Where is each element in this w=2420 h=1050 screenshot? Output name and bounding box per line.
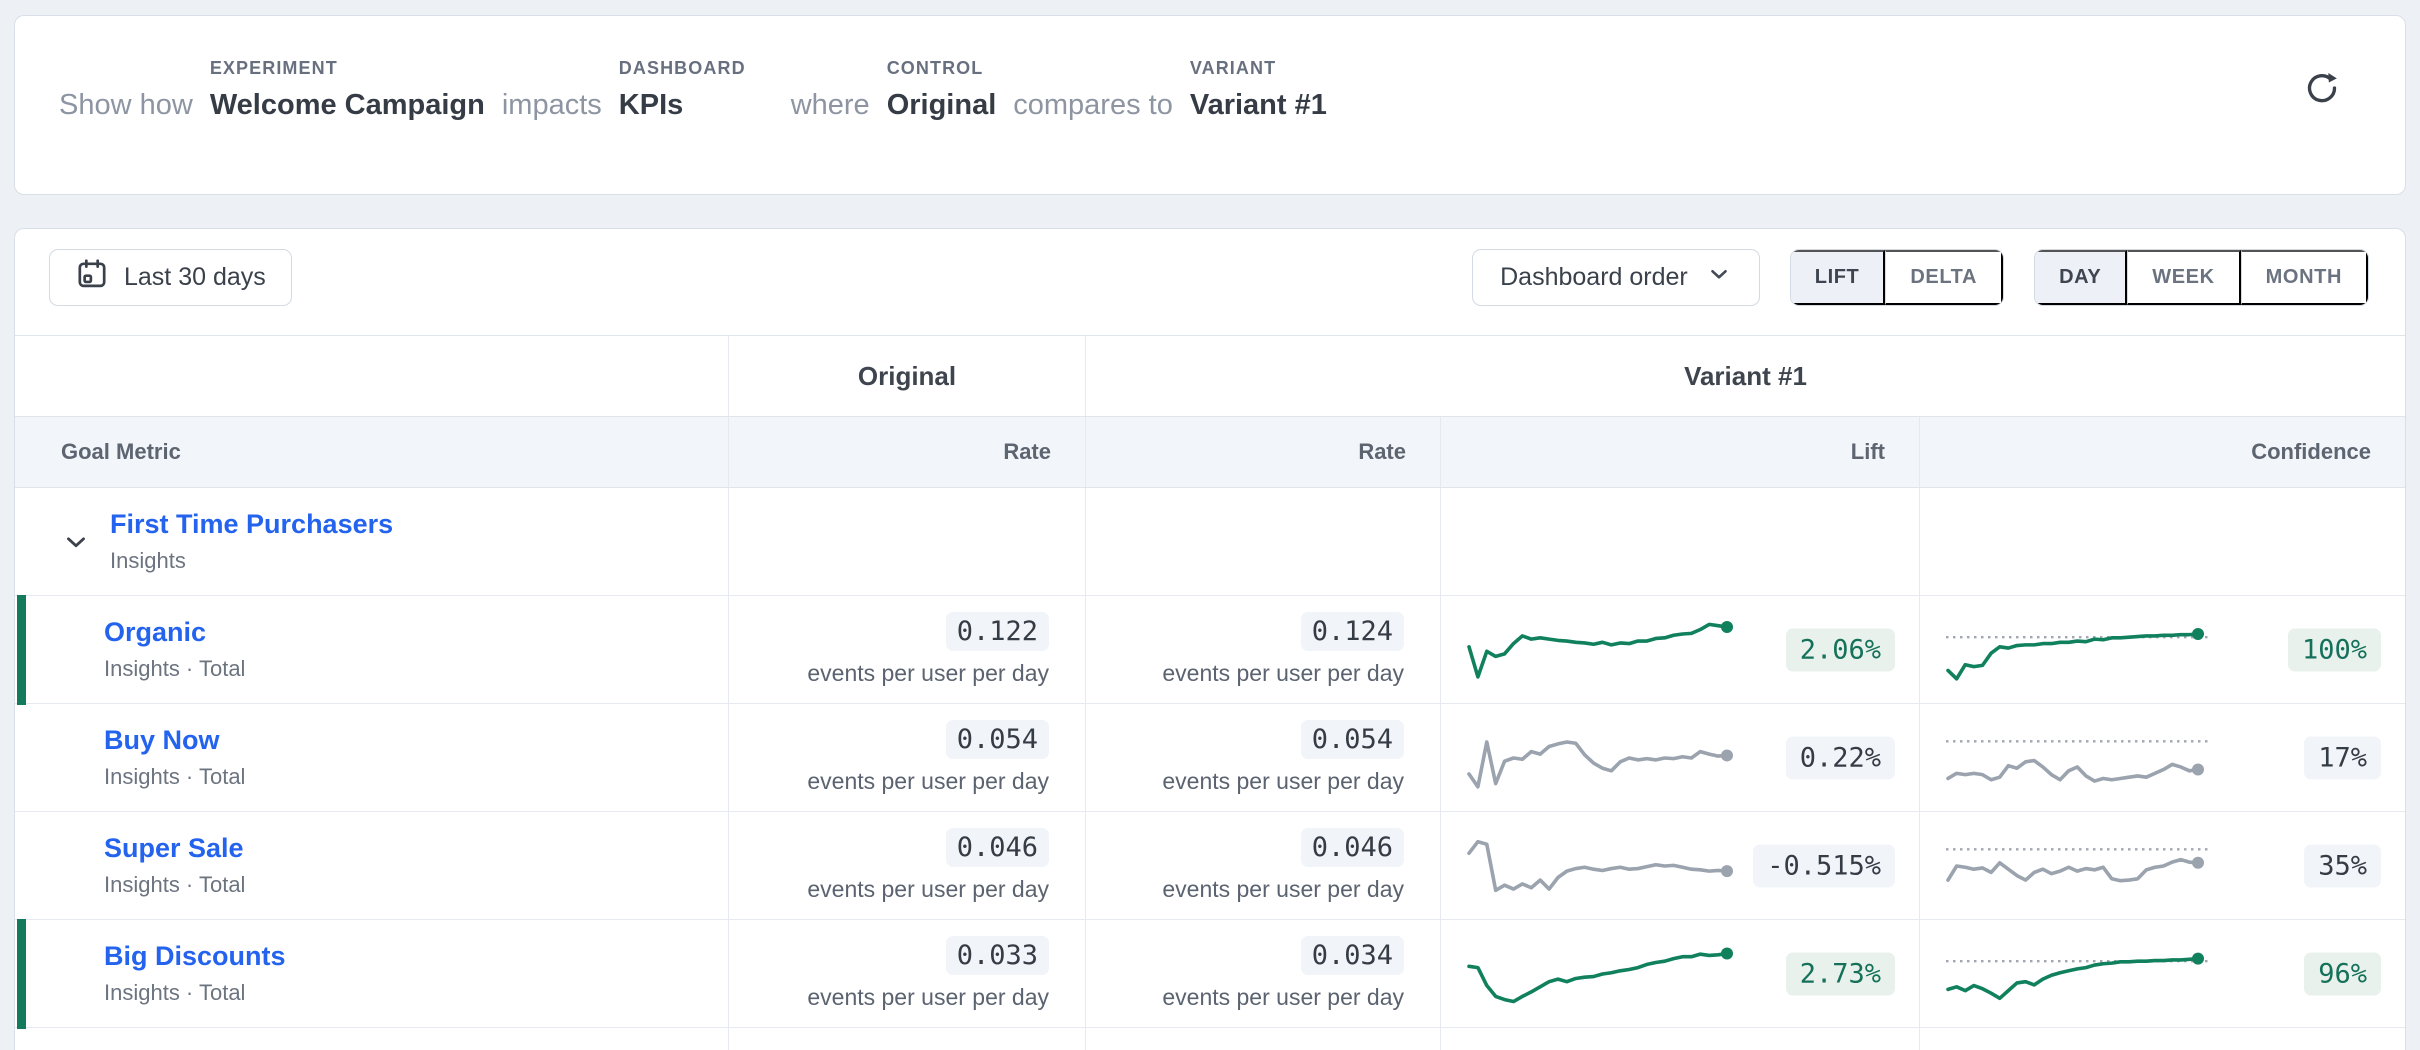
variant-label: VARIANT	[1189, 58, 1277, 78]
control-label: CONTROL	[886, 58, 984, 78]
toggle-week[interactable]: WEEK	[2127, 250, 2241, 305]
confidence-value: 17%	[2304, 736, 2381, 779]
confidence-value: 35%	[2304, 844, 2381, 887]
rate-unit: events per user per day	[1162, 768, 1404, 794]
table-row-big-discounts: Big Discounts Insights · Total 0.033 eve…	[15, 918, 2405, 1029]
experiment-label: EXPERIMENT	[209, 58, 338, 78]
metric-subtitle: Insights · Total	[104, 872, 246, 897]
table-row-partial	[15, 1028, 2405, 1050]
collapse-chevron-icon[interactable]	[61, 527, 91, 557]
rate-unit: events per user per day	[807, 984, 1049, 1010]
lift-value: -0.515%	[1753, 844, 1895, 887]
confidence-sparkline	[1946, 740, 2208, 783]
lift-value: 2.06%	[1785, 628, 1895, 671]
col-control-rate: Rate	[729, 417, 1086, 487]
col-confidence: Confidence	[2251, 439, 2371, 464]
control-selector[interactable]: CONTROL Original	[887, 58, 997, 122]
lift-value: 0.22%	[1785, 736, 1895, 779]
chevron-down-icon	[1706, 261, 1732, 294]
experiment-name[interactable]: Welcome Campaign	[209, 89, 485, 121]
confidence-value: 96%	[2304, 952, 2381, 995]
experiment-sentence: Show how EXPERIMENT Welcome Campaign imp…	[59, 58, 1327, 122]
control-rate-value: 0.033	[945, 936, 1049, 975]
dashboard-order-label: Dashboard order	[1500, 263, 1688, 291]
experiment-summary-card: Show how EXPERIMENT Welcome Campaign imp…	[14, 15, 2406, 195]
metric-link[interactable]: First Time Purchasers	[110, 509, 394, 539]
confidence-value: 100%	[2287, 628, 2381, 671]
dashboard-label: DASHBOARD	[618, 58, 746, 78]
variant-name[interactable]: Variant #1	[1189, 89, 1327, 121]
variant-header-row: Original Variant #1	[15, 335, 2405, 416]
variant-rate-value: 0.046	[1300, 828, 1404, 867]
refresh-button[interactable]	[2301, 68, 2343, 110]
control-rate-value: 0.122	[945, 612, 1049, 651]
toggle-month[interactable]: MONTH	[2240, 250, 2368, 305]
calendar-icon	[75, 257, 109, 298]
confidence-sparkline	[1946, 848, 2208, 883]
lift-sparkline	[1467, 620, 1733, 679]
experiment-selector[interactable]: EXPERIMENT Welcome Campaign	[210, 58, 485, 122]
toggle-day[interactable]: DAY	[2035, 250, 2128, 305]
rate-unit: events per user per day	[1162, 876, 1404, 902]
date-range-button[interactable]: Last 30 days	[49, 249, 292, 306]
metric-link[interactable]: Super Sale	[104, 833, 244, 863]
lift-delta-toggle: LIFT DELTA	[1789, 249, 2005, 306]
control-rate-value: 0.046	[945, 828, 1049, 867]
rate-unit: events per user per day	[1162, 984, 1404, 1010]
variant-group-header: Variant #1	[1684, 360, 1807, 391]
date-range-label: Last 30 days	[124, 263, 266, 291]
metric-link[interactable]: Big Discounts	[104, 941, 286, 971]
significance-accent-bar	[17, 918, 26, 1029]
control-rate-value: 0.054	[945, 720, 1049, 759]
table-row-super-sale: Super Sale Insights · Total 0.046 events…	[15, 812, 2405, 920]
lift-sparkline	[1467, 947, 1733, 1004]
confidence-sparkline	[1946, 628, 2208, 681]
table-row-first-time-purchasers: First Time Purchasers Insights	[15, 488, 2405, 596]
lift-sparkline	[1467, 839, 1733, 893]
table-row-organic: Organic Insights · Total 0.122 events pe…	[15, 594, 2405, 705]
lift-sparkline	[1467, 740, 1733, 789]
col-goal-metric: Goal Metric	[15, 417, 729, 487]
rate-unit: events per user per day	[807, 768, 1049, 794]
control-group-header: Original	[729, 336, 1086, 416]
metric-subtitle: Insights · Total	[104, 764, 246, 789]
dashboard-order-dropdown[interactable]: Dashboard order	[1472, 249, 1760, 306]
variant-rate-value: 0.124	[1300, 612, 1404, 651]
refresh-icon	[2302, 73, 2342, 111]
sentence-text: Show how	[59, 89, 193, 121]
control-name[interactable]: Original	[886, 89, 997, 121]
sentence-text: compares to	[1013, 89, 1173, 121]
variant-selector[interactable]: VARIANT Variant #1	[1190, 58, 1327, 122]
toggle-lift[interactable]: LIFT	[1790, 250, 1886, 305]
metric-link[interactable]: Organic	[104, 617, 207, 647]
variant-rate-value: 0.054	[1300, 720, 1404, 759]
metric-subtitle: Insights · Total	[104, 656, 246, 681]
confidence-sparkline	[1946, 952, 2208, 1001]
col-variant-rate: Rate	[1086, 417, 1441, 487]
table-row-buy-now: Buy Now Insights · Total 0.054 events pe…	[15, 704, 2405, 812]
metric-subtitle: Insights · Total	[104, 980, 246, 1005]
metrics-table: Original Variant #1 Goal Metric Rate Rat…	[15, 335, 2405, 1050]
dashboard-name[interactable]: KPIs	[618, 89, 684, 121]
rate-unit: events per user per day	[1162, 660, 1404, 686]
sentence-text: where	[790, 89, 870, 121]
toggle-delta[interactable]: DELTA	[1885, 250, 2004, 305]
granularity-toggle: DAY WEEK MONTH	[2034, 249, 2369, 306]
sentence-text: impacts	[501, 89, 602, 121]
column-header-row: Goal Metric Rate Rate Lift Confidence	[15, 416, 2405, 488]
metric-subtitle: Insights	[110, 548, 186, 573]
lift-value: 2.73%	[1785, 952, 1895, 995]
col-lift: Lift	[1441, 417, 1920, 487]
report-card: Last 30 days Dashboard order LIFT DELTA …	[14, 228, 2406, 1050]
variant-rate-value: 0.034	[1300, 936, 1404, 975]
metric-link[interactable]: Buy Now	[104, 725, 220, 755]
rate-unit: events per user per day	[807, 876, 1049, 902]
rate-unit: events per user per day	[807, 660, 1049, 686]
significance-accent-bar	[17, 594, 26, 705]
dashboard-selector[interactable]: DASHBOARD KPIs	[619, 58, 746, 122]
